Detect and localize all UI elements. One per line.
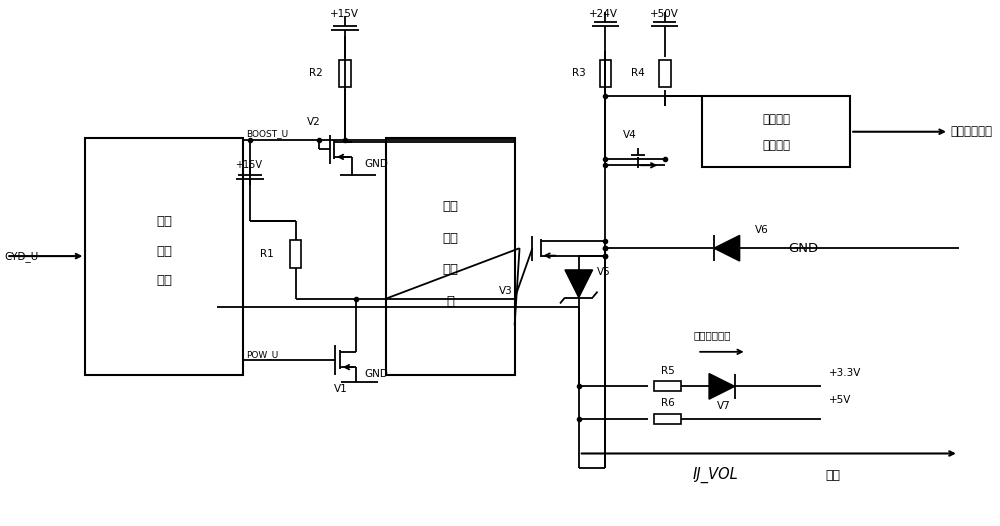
Text: 燃油: 燃油 xyxy=(156,215,172,228)
Text: +3.3V: +3.3V xyxy=(828,368,861,378)
Polygon shape xyxy=(714,235,740,261)
Text: +15V: +15V xyxy=(235,160,262,170)
Text: 驱动: 驱动 xyxy=(442,264,458,276)
Text: V7: V7 xyxy=(717,401,731,411)
Text: BOOST_U: BOOST_U xyxy=(246,129,288,138)
Bar xyxy=(654,414,681,424)
Polygon shape xyxy=(709,373,735,399)
Text: +5V: +5V xyxy=(828,395,851,405)
Text: GND: GND xyxy=(364,369,388,379)
Text: 放大比率: 放大比率 xyxy=(762,139,790,152)
Bar xyxy=(654,381,681,391)
Bar xyxy=(600,59,611,87)
Bar xyxy=(659,59,671,87)
Bar xyxy=(339,59,351,87)
Bar xyxy=(702,96,850,167)
Text: CYD_U: CYD_U xyxy=(4,250,39,261)
Text: V5: V5 xyxy=(597,267,610,277)
Text: IJ_VOL: IJ_VOL xyxy=(692,467,738,483)
Text: GND: GND xyxy=(788,241,818,255)
Polygon shape xyxy=(565,270,593,298)
Text: 输出: 输出 xyxy=(826,469,841,482)
Text: 芯片: 芯片 xyxy=(156,274,172,287)
Text: R5: R5 xyxy=(661,366,674,376)
Text: V6: V6 xyxy=(754,226,768,236)
Text: GND: GND xyxy=(365,159,388,169)
Text: V1: V1 xyxy=(334,385,348,394)
Text: 电流采样: 电流采样 xyxy=(762,114,790,126)
Text: POW_U: POW_U xyxy=(246,350,278,359)
Bar xyxy=(290,240,301,268)
Text: 栅极: 栅极 xyxy=(442,232,458,245)
Text: 燃油控制芯片: 燃油控制芯片 xyxy=(951,125,993,138)
Text: V4: V4 xyxy=(623,130,637,140)
Text: R3: R3 xyxy=(572,68,586,78)
Bar xyxy=(386,138,515,375)
Text: +24V: +24V xyxy=(589,9,618,19)
Text: R1: R1 xyxy=(260,249,274,259)
Text: 燃油控制芯片: 燃油控制芯片 xyxy=(693,330,731,340)
Text: +15V: +15V xyxy=(330,9,359,19)
Text: R4: R4 xyxy=(631,68,645,78)
Text: 器: 器 xyxy=(446,295,454,308)
Text: R6: R6 xyxy=(661,398,674,408)
Text: 控制: 控制 xyxy=(156,245,172,258)
Text: V2: V2 xyxy=(307,117,321,127)
Text: +50V: +50V xyxy=(650,9,679,19)
Bar xyxy=(85,138,243,375)
Text: V3: V3 xyxy=(499,286,513,296)
Text: R2: R2 xyxy=(309,68,323,78)
Text: 浮动: 浮动 xyxy=(442,200,458,213)
